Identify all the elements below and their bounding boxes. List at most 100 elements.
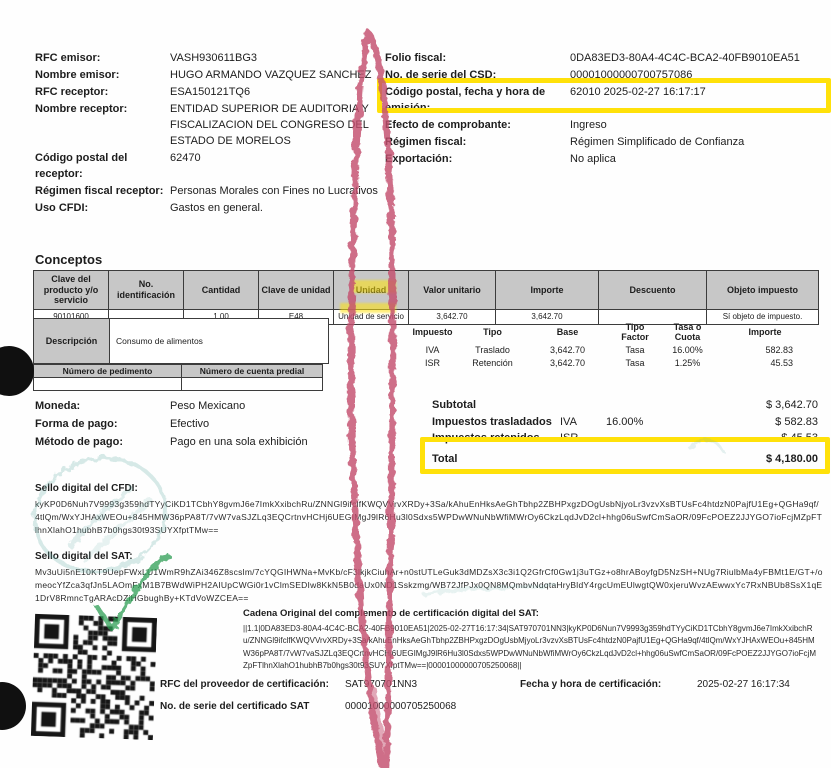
serie-certificado-value: 00001000000705250068 — [345, 701, 457, 712]
field-value: Personas Morales con Fines no Lucrativos — [170, 185, 378, 197]
table-header-cell: Unidad — [333, 270, 409, 310]
field-value: HUGO ARMANDO VAZQUEZ SANCHEZ — [170, 69, 372, 81]
field-row: Forma de pago: Efectivo — [35, 416, 425, 433]
subtotal-row: Subtotal $ 3,642.70 — [432, 397, 818, 414]
hole-punch-mark — [0, 682, 26, 730]
table-cell: 3,642.70 — [495, 308, 599, 325]
pago-block: Moneda: Peso Mexicano Forma de pago: Efe… — [35, 398, 425, 452]
impuesto-cell: 3,642.70 — [549, 345, 586, 355]
field-row-fecha-emision: Código postal, fecha y hora de emisión: … — [385, 84, 831, 116]
impuesto-cell: Tasa — [625, 345, 645, 355]
retenidos-label: Impuestos retenidos — [432, 432, 540, 444]
field-row: Nombre emisor: HUGO ARMANDO VAZQUEZ SANC… — [35, 67, 407, 83]
table-cell — [598, 308, 707, 325]
field-value: ENTIDAD SUPERIOR DE AUDITORIA Y FISCALIZ… — [170, 103, 369, 147]
serie-certificado-label: No. de serie del certificado SAT — [160, 701, 310, 712]
sello-cfdi-value: kyKP0D6Nuh7V9993g359hdTYyCiKD1TCbhY8gvmJ… — [35, 499, 823, 535]
impuesto-cell: 3,642.70 — [549, 358, 586, 368]
field-row: RFC receptor: ESA150121TQ6 — [35, 84, 407, 100]
field-value: Gastos en general. — [170, 202, 263, 214]
field-label: Régimen fiscal receptor: — [35, 185, 164, 197]
field-value: 62010 2025-02-27 16:17:17 — [570, 86, 706, 98]
conceptos-table: Clave del producto y/o servicio No. iden… — [33, 270, 819, 325]
cuenta-predial-header: Número de cuenta predial — [182, 364, 323, 378]
comprobante-block: Folio fiscal: 0DA83ED3-80A4-4C4C-BCA2-40… — [385, 50, 831, 168]
total-label: Total — [432, 452, 458, 465]
descripcion-label: Descripción — [33, 318, 110, 364]
sello-cfdi-label: Sello digital del CFDI: — [35, 483, 138, 494]
impuestos-table: Impuesto Tipo Base Tipo Factor Tasa o Cu… — [405, 320, 815, 370]
impuesto-cell: 582.83 — [765, 345, 793, 355]
trasladados-tax: IVA — [560, 415, 577, 428]
impuesto-cell: 1.25% — [674, 358, 701, 368]
impuesto-cell: Retención — [472, 358, 513, 368]
table-header-cell: Clave del producto y/o servicio — [33, 270, 109, 310]
table-header-row: Clave del producto y/o servicio No. iden… — [33, 270, 819, 310]
table-header-cell: Importe — [495, 270, 599, 310]
sello-sat-label: Sello digital del SAT: — [35, 551, 133, 562]
field-label: Uso CFDI: — [35, 202, 89, 214]
impuesto-header-cell: Importe — [748, 326, 782, 337]
field-value: Peso Mexicano — [170, 400, 246, 412]
field-label: RFC emisor: — [35, 52, 101, 64]
subtotal-amount: $ 3,642.70 — [766, 399, 818, 411]
field-value: 0DA83ED3-80A4-4C4C-BCA2-40FB9010EA51 — [570, 52, 800, 64]
pedimento-table: Número de pedimento Número de cuenta pre… — [33, 364, 323, 391]
field-value: Pago en una sola exhibición — [170, 436, 308, 448]
sello-sat-value: Mv3uUi5nE10KT9UepFWxLU1WmR9hZAi346Z8scsl… — [35, 567, 823, 603]
pedimento-header: Número de pedimento — [33, 364, 182, 378]
impuesto-header-cell: Impuesto — [412, 326, 453, 337]
table-cell: Unidad de servicio — [333, 308, 409, 325]
retenidos-row: Impuestos retenidos ISR $ 45.53 — [432, 430, 818, 447]
total-amount: $ 4,180.00 — [766, 452, 818, 465]
fecha-certificacion-value: 2025-02-27 16:17:34 — [697, 679, 790, 690]
field-value: Régimen Simplificado de Confianza — [570, 136, 745, 148]
field-label: Código postal, fecha y hora de emisión: — [385, 86, 546, 114]
impuesto-header-cell: Tipo Factor — [621, 321, 649, 343]
field-row: Efecto de comprobante: Ingreso — [385, 117, 831, 133]
total-row: Total $ 4,180.00 — [432, 451, 818, 468]
table-cell: Sí objeto de impuesto. — [706, 308, 819, 325]
field-value: ESA150121TQ6 — [170, 86, 251, 98]
field-label: RFC receptor: — [35, 86, 109, 98]
table-header-cell: Descuento — [598, 270, 707, 310]
table-header-cell: Objeto impuesto — [706, 270, 819, 310]
field-label: Forma de pago: — [35, 418, 118, 430]
trasladados-label: Impuestos trasladados — [432, 415, 552, 428]
field-label: Efecto de comprobante: — [385, 119, 511, 131]
impuesto-header-cell: Base — [556, 326, 579, 337]
field-label: No. de serie del CSD: — [385, 69, 497, 81]
field-row: No. de serie del CSD: 000010000007007570… — [385, 67, 831, 83]
trasladados-amount: $ 582.83 — [775, 415, 818, 428]
impuesto-cell: Tasa — [625, 358, 645, 368]
retenidos-rate — [606, 430, 781, 447]
impuesto-cell: 16.00% — [672, 345, 703, 355]
cuenta-predial-empty-cell — [182, 378, 323, 391]
field-row: Nombre receptor: ENTIDAD SUPERIOR DE AUD… — [35, 101, 407, 149]
cadena-original-label: Cadena Original del complemento de certi… — [243, 608, 539, 619]
hole-punch-mark — [0, 346, 34, 396]
field-row: Régimen fiscal receptor: Personas Morale… — [35, 183, 407, 199]
pedimento-empty-cell — [33, 378, 182, 391]
field-row: Exportación: No aplica — [385, 151, 831, 167]
field-value: Efectivo — [170, 418, 210, 430]
field-label: Régimen fiscal: — [385, 136, 467, 148]
field-label: Código postal del receptor: — [35, 152, 128, 180]
retenidos-amount: $ 45.53 — [781, 432, 818, 444]
table-header-cell: Clave de unidad — [258, 270, 334, 310]
field-row: Moneda: Peso Mexicano — [35, 398, 425, 415]
field-value: VASH930611BG3 — [170, 52, 258, 64]
conceptos-heading: Conceptos — [35, 251, 103, 267]
field-row: Folio fiscal: 0DA83ED3-80A4-4C4C-BCA2-40… — [385, 50, 831, 66]
fecha-certificacion-label: Fecha y hora de certificación: — [520, 679, 662, 690]
impuesto-cell: Traslado — [475, 345, 510, 355]
field-row: Régimen fiscal: Régimen Simplificado de … — [385, 134, 831, 150]
table-header-cell: Valor unitario — [408, 270, 496, 310]
rfc-proveedor-label: RFC del proveedor de certificación: — [160, 679, 329, 690]
field-label: Método de pago: — [35, 436, 123, 448]
emisor-receptor-block: RFC emisor: VASH930611BG3 Nombre emisor:… — [35, 50, 407, 217]
rfc-proveedor-value: SAT970701NN3 — [345, 679, 418, 690]
field-value: 00001000000700757086 — [570, 69, 693, 81]
qr-code — [30, 613, 158, 741]
